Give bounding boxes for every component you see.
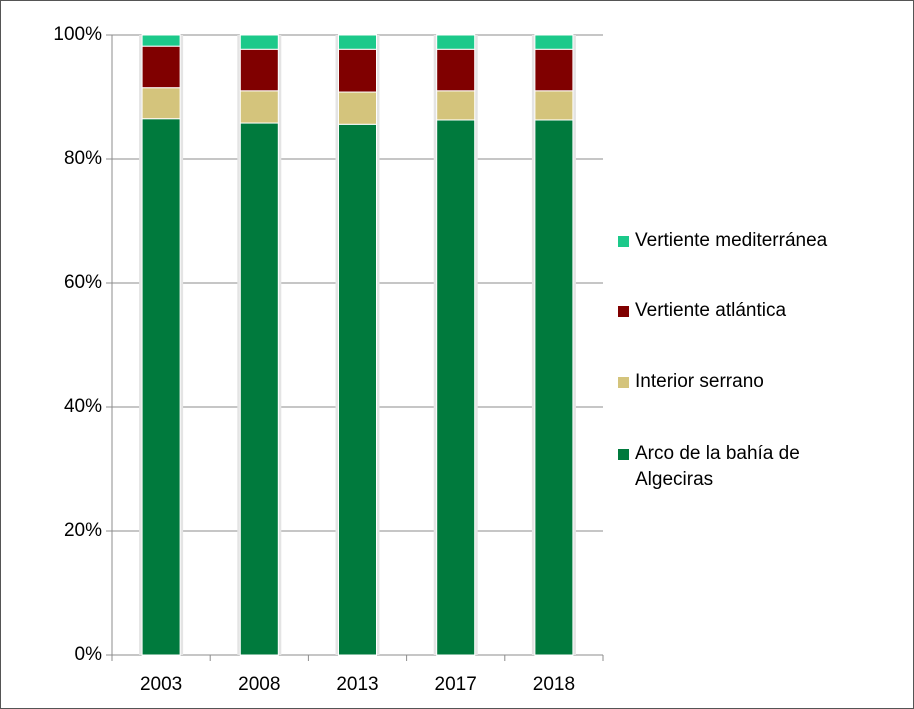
bar-segment <box>141 34 181 47</box>
bar-segment <box>141 87 181 120</box>
y-tick-label: 100% <box>53 24 102 45</box>
x-tick-label: 2008 <box>238 674 280 695</box>
x-tick-label: 2013 <box>336 674 378 695</box>
x-tick-label: 2018 <box>533 674 575 695</box>
bar-segment <box>239 122 279 656</box>
bar-segment <box>239 48 279 92</box>
bar-segment <box>534 34 574 50</box>
x-tick-label: 2017 <box>435 674 477 695</box>
bar-segment <box>534 119 574 656</box>
legend-item: Vertiente mediterránea <box>618 228 878 254</box>
legend-label: Vertiente mediterránea <box>635 230 828 251</box>
legend-label: Interior serrano <box>635 371 764 392</box>
bar-segment <box>436 119 476 656</box>
y-tick-label: 60% <box>64 272 102 293</box>
x-tick-label: 2003 <box>140 674 182 695</box>
bar-segment <box>141 45 181 89</box>
bar-segment <box>436 90 476 121</box>
legend-swatch <box>618 306 629 317</box>
legend-swatch <box>618 449 629 460</box>
legend-item: Interior serrano <box>618 369 878 395</box>
bar-segment <box>436 34 476 50</box>
bar-segment <box>436 48 476 92</box>
legend-item: Arco de la bahía de Algeciras <box>618 441 878 493</box>
y-tick-label: 80% <box>64 148 102 169</box>
y-tick-label: 0% <box>75 644 103 665</box>
bar-segment <box>338 48 377 93</box>
bar-segment <box>338 123 377 656</box>
legend-swatch <box>618 236 629 247</box>
bar-segment <box>534 48 574 92</box>
bar-segment <box>239 34 279 50</box>
legend-label: Arco de la bahía de Algeciras <box>635 443 800 490</box>
bar-segment <box>534 90 574 121</box>
y-tick-label: 40% <box>64 396 102 417</box>
bar-segment <box>338 34 377 50</box>
bar-segment <box>338 91 377 125</box>
y-tick-label: 20% <box>64 520 102 541</box>
legend-label: Vertiente atlántica <box>635 300 787 321</box>
bar-segment <box>239 90 279 124</box>
legend-item: Vertiente atlántica <box>618 298 878 324</box>
legend-swatch <box>618 377 629 388</box>
bar-segment <box>141 118 181 656</box>
